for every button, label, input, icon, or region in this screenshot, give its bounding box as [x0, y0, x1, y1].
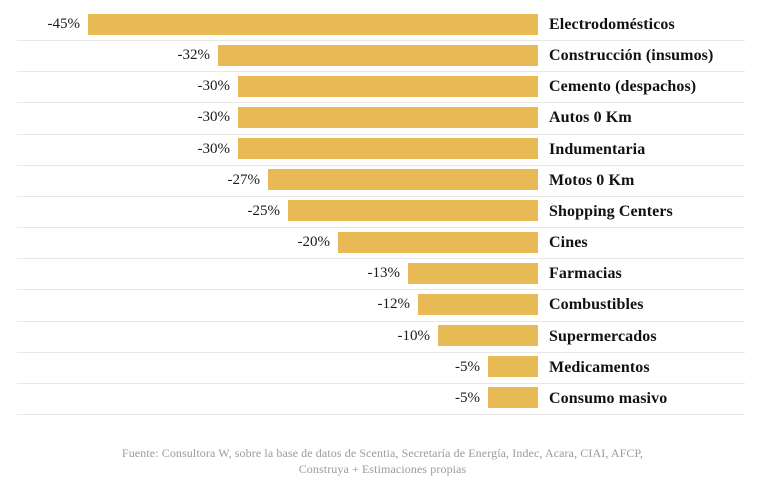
bar-category-label: Cines — [549, 234, 588, 252]
bar — [238, 138, 538, 160]
bar-value-label: -10% — [397, 327, 431, 344]
bar-category-label: Shopping Centers — [549, 202, 673, 220]
bar — [338, 231, 538, 253]
bar-value-label: -20% — [297, 234, 331, 251]
bar-category-label: Combustibles — [549, 296, 644, 314]
bar — [218, 44, 538, 66]
bar — [88, 13, 538, 35]
bar-row: -5% Consumo masivo — [17, 384, 745, 416]
bar-row: -25% Shopping Centers — [17, 197, 745, 229]
bar-category-label: Construcción (insumos) — [549, 47, 714, 65]
bar-value-label: -32% — [177, 47, 211, 64]
chart-rows: -45% Electrodomésticos -32% Construcción (i… — [17, 10, 745, 416]
bar-category-label: Medicamentos — [549, 358, 650, 376]
bar-category-label: Farmacias — [549, 265, 622, 283]
bar-row: -5% Medicamentos — [17, 353, 745, 384]
bar-category-label: Autos 0 Km — [549, 109, 632, 127]
bar-row: -20% Cines — [17, 228, 745, 260]
bar — [418, 293, 538, 315]
bar-category-label: Cemento (despachos) — [549, 78, 697, 96]
bar-category-label: Motos 0 Km — [549, 171, 635, 189]
bar-row: -10% Supermercados — [17, 322, 745, 353]
bar-value-label: -30% — [197, 109, 231, 126]
bar — [238, 106, 538, 128]
bar — [488, 387, 538, 409]
bar-chart: -45% Electrodomésticos -32% Construcción (i… — [0, 10, 765, 477]
bar — [488, 356, 538, 378]
bar-row: -30% Indumentaria — [17, 135, 745, 166]
bar-value-label: -45% — [47, 16, 81, 32]
bar-value-label: -5% — [455, 389, 480, 406]
bar — [288, 200, 538, 222]
bar-value-label: -25% — [247, 202, 281, 219]
bar-category-label: Indumentaria — [549, 140, 646, 158]
bar-row: -45% Electrodomésticos — [17, 10, 745, 42]
source-note: Fuente: Consultora W, sobre la base de d… — [121, 446, 644, 476]
bar-row: -12% Combustibles — [17, 290, 745, 322]
bar — [438, 325, 538, 347]
bar-row: -30% Cemento (despachos) — [17, 72, 745, 104]
bar-category-label: Electrodomésticos — [549, 16, 675, 33]
bar-value-label: -27% — [227, 171, 261, 188]
bar — [268, 169, 538, 191]
bar-category-label: Consumo masivo — [549, 389, 668, 407]
bar-row: -30% Autos 0 Km — [17, 103, 745, 135]
bar-value-label: -12% — [377, 296, 411, 313]
bar-row: -32% Construcción (insumos) — [17, 41, 745, 73]
bar-value-label: -30% — [197, 78, 231, 95]
bar-row: -27% Motos 0 Km — [17, 166, 745, 197]
bar — [408, 262, 538, 284]
bar-value-label: -13% — [367, 265, 401, 282]
bar-category-label: Supermercados — [549, 327, 657, 345]
bar — [238, 75, 538, 97]
bar-value-label: -5% — [455, 358, 480, 375]
bar-value-label: -30% — [197, 140, 231, 157]
bar-row: -13% Farmacias — [17, 259, 745, 291]
